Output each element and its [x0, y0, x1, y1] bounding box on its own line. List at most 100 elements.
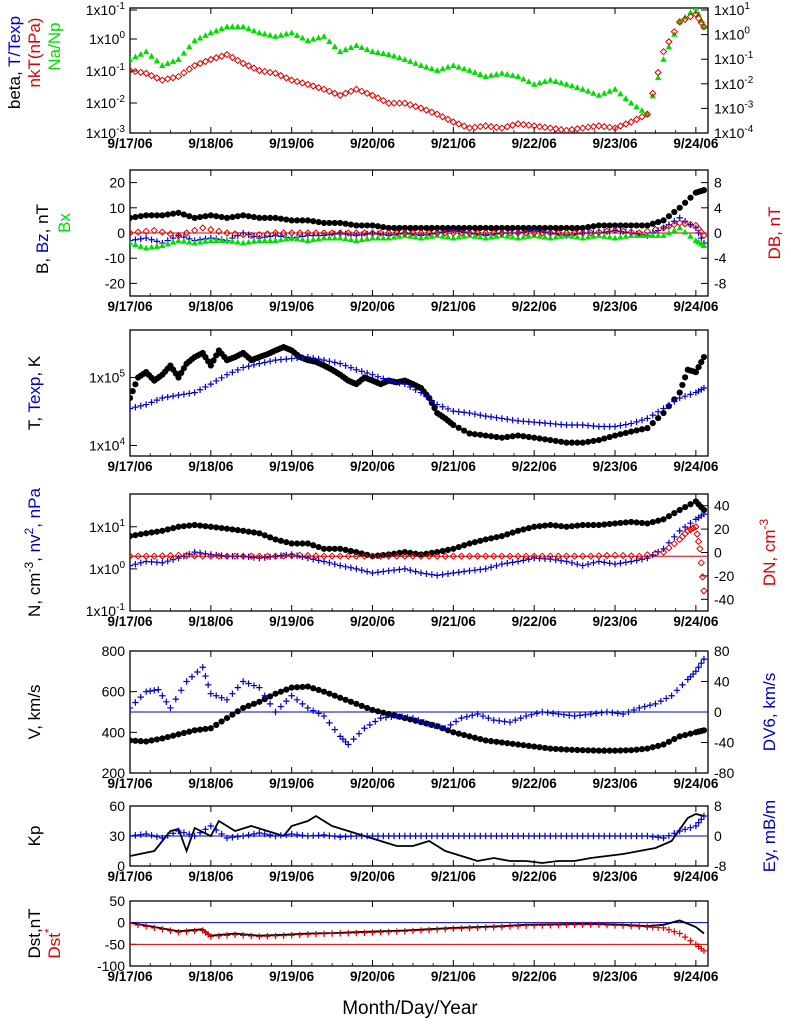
data-point	[536, 224, 543, 232]
data-point	[320, 930, 328, 937]
data-point	[619, 710, 627, 718]
data-point	[142, 48, 150, 55]
data-point	[336, 833, 344, 841]
data-point	[180, 523, 187, 530]
data-point	[595, 747, 602, 754]
data-point	[337, 694, 344, 701]
data-point	[261, 692, 268, 699]
data-point	[649, 220, 656, 227]
data-point	[584, 832, 592, 840]
data-point	[628, 832, 635, 840]
series-group	[130, 344, 708, 446]
data-point	[627, 118, 635, 126]
data-point	[245, 238, 252, 245]
data-point	[130, 552, 134, 560]
data-point	[372, 718, 379, 725]
data-point	[315, 235, 322, 242]
data-point	[457, 229, 466, 237]
data-point	[644, 520, 651, 527]
data-point	[320, 219, 328, 227]
data-point	[584, 747, 592, 754]
data-point	[320, 712, 328, 720]
y-axis-title-2: nkT(nPa)	[25, 18, 44, 88]
y-axis-title-part: 2	[22, 527, 36, 534]
data-point	[304, 704, 312, 712]
data-point	[438, 113, 447, 121]
x-tick-label: 9/22/06	[512, 969, 558, 984]
data-point	[213, 237, 220, 243]
data-point	[164, 526, 171, 533]
data-point	[166, 551, 175, 560]
data-point	[458, 925, 465, 932]
data-point	[546, 229, 555, 237]
data-point	[536, 419, 543, 426]
data-point	[347, 87, 355, 96]
data-point	[520, 418, 527, 425]
data-point	[539, 922, 546, 929]
y2-tick-label: 0	[714, 828, 722, 844]
data-point	[558, 438, 565, 445]
y-axis-title-part: T/Texp	[5, 16, 24, 67]
data-point	[369, 929, 376, 936]
x-tick-label: 9/21/06	[431, 136, 477, 151]
data-point	[336, 930, 344, 937]
data-point	[490, 716, 497, 724]
data-point	[539, 708, 546, 716]
data-point	[530, 122, 538, 130]
data-point	[487, 564, 495, 571]
data-point	[700, 655, 708, 663]
data-point	[148, 236, 155, 243]
y-axis-title-part: Kp	[25, 826, 44, 847]
data-point	[460, 568, 468, 575]
y2-tick-label-exponent: -1	[744, 50, 753, 61]
data-point	[676, 394, 683, 402]
y-tick-label: 1x105	[89, 369, 125, 386]
y-tick-label-exponent: -1	[116, 62, 125, 73]
data-point	[417, 62, 425, 68]
y-tick-label-exponent: -1	[116, 1, 125, 12]
data-point	[358, 567, 365, 574]
data-point	[466, 733, 473, 740]
data-point	[536, 232, 543, 239]
x-tick-label: 9/23/06	[593, 136, 639, 151]
data-point	[229, 238, 236, 244]
data-point	[240, 527, 247, 534]
data-point	[130, 214, 134, 221]
data-point	[256, 684, 263, 691]
data-point	[555, 921, 562, 929]
data-point	[218, 524, 225, 532]
data-point	[130, 832, 134, 840]
data-point	[130, 405, 134, 412]
data-point	[352, 229, 361, 237]
data-point	[525, 232, 533, 239]
data-point	[520, 224, 527, 232]
data-point	[175, 209, 182, 216]
data-point	[352, 552, 361, 560]
x-tick-label: 9/24/06	[673, 136, 719, 151]
data-point	[207, 29, 215, 36]
data-point	[501, 718, 508, 725]
data-point	[266, 237, 274, 243]
panel-p6: 9/17/06 9/18/06 9/19/06 9/20/06 9/21/06 9/22/…	[25, 798, 779, 884]
data-point	[228, 53, 237, 62]
panel-p2: 9/17/06 9/18/06 9/19/06 9/20/06 9/21/06 9/22/…	[33, 169, 784, 314]
data-point	[148, 243, 155, 250]
y2-tick-label: 8	[714, 175, 722, 191]
data-point	[256, 29, 263, 36]
data-point	[606, 222, 613, 229]
data-point	[150, 226, 158, 235]
data-point	[134, 228, 142, 236]
data-point	[384, 229, 393, 237]
data-point	[223, 696, 231, 703]
data-point	[412, 386, 419, 393]
data-point	[213, 524, 220, 531]
data-point	[601, 521, 608, 528]
data-point	[441, 552, 449, 560]
data-point	[651, 225, 660, 234]
data-point	[131, 67, 140, 76]
y2-tick-label: 1x10-3	[714, 99, 754, 116]
x-tick-label: 9/21/06	[431, 776, 477, 791]
data-point	[646, 702, 654, 709]
data-point	[180, 69, 188, 77]
data-point	[358, 832, 365, 840]
